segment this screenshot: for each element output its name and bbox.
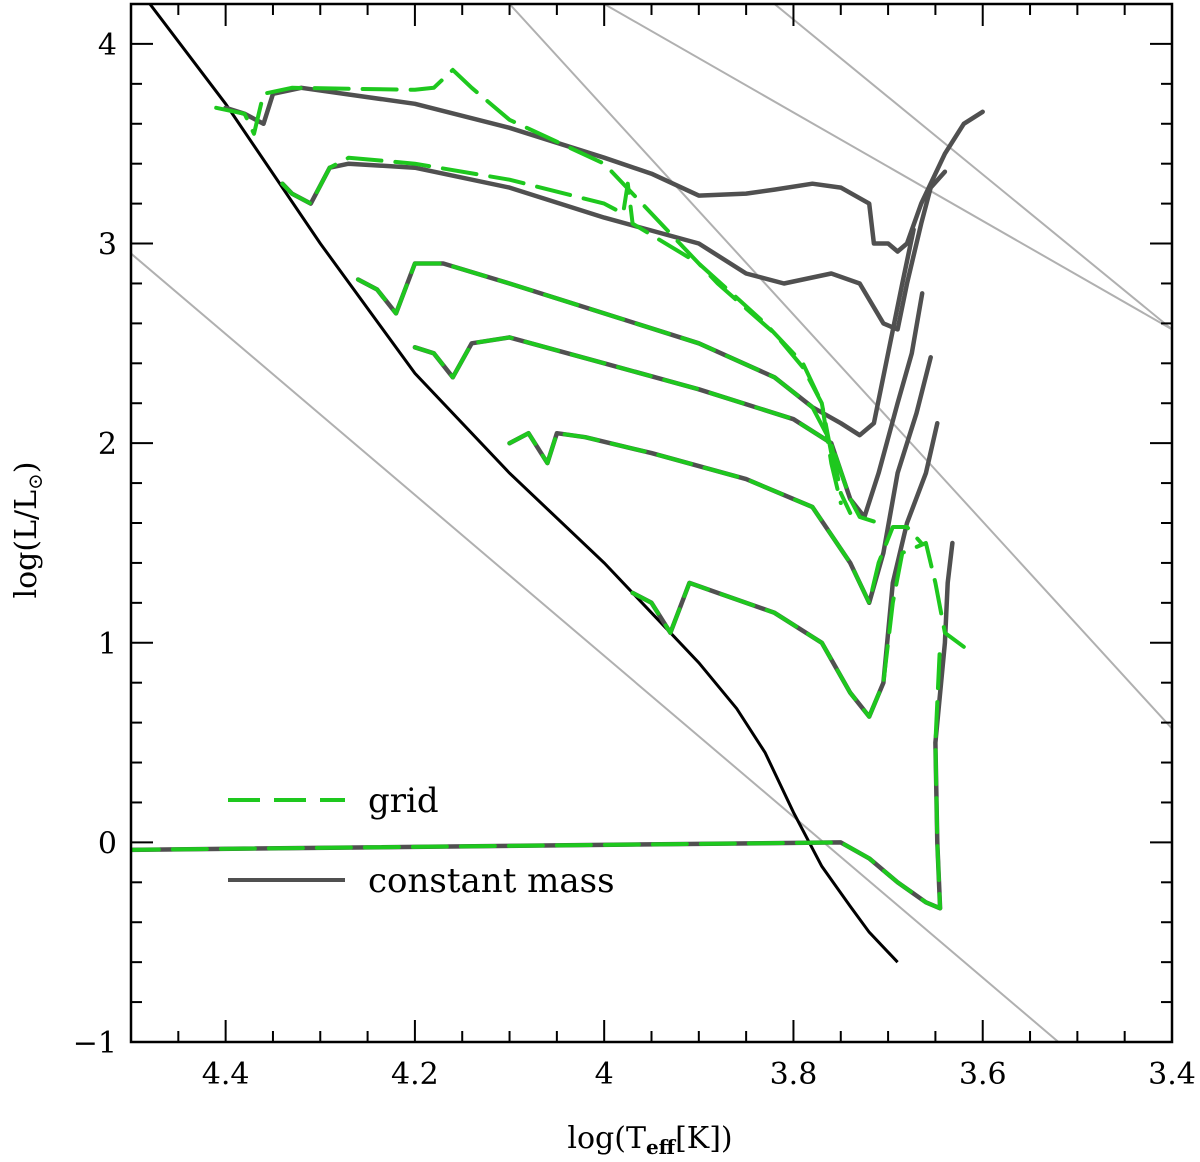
x-tick-label: 3.8 [770,1057,818,1092]
y-axis-title: log(L/L⊙) [9,462,47,599]
constant-mass-track-5 [355,227,916,438]
axis-ticks [130,3,1173,1043]
x-tick-label: 4.4 [202,1057,250,1092]
y-tick-label: 4 [98,28,117,63]
legend-grid-label: grid [368,781,439,821]
constant-mass-track-1 [131,540,955,911]
radius-line-1 [131,252,1060,1042]
constant-mass-track-7 [223,85,985,254]
grid-track-2 [630,541,966,719]
grid-track-3 [507,431,924,605]
grid-track-4 [412,335,881,525]
y-tick-label: 1 [98,627,117,662]
grid-track-7 [214,67,838,476]
x-tick-label: 4.2 [391,1057,439,1092]
constant-mass-tracks [131,85,985,911]
grid-track-6 [280,155,843,505]
radius-lines [131,4,1172,1042]
radius-line-2 [508,4,1172,730]
x-axis-title: log(Teff[K]) [567,1121,732,1159]
x-tick-label: 4 [595,1057,614,1092]
y-tick-label: 2 [98,427,117,462]
y-tick-label: 3 [98,228,117,263]
plot-frame [129,2,1174,1044]
tick-labels: 4.4 4.2 4 3.8 3.6 3.4 −1 0 1 2 3 4 [73,28,1196,1092]
x-tick-label: 3.6 [959,1057,1007,1092]
legend-constant-mass-label: constant mass [368,861,615,901]
grid-track-1 [131,640,943,911]
radius-line-3 [603,4,1172,331]
zams-line [148,4,899,964]
constant-mass-track-2 [630,420,940,719]
legend: grid constant mass [228,781,615,901]
radius-line-4 [773,4,1172,331]
y-tick-label: −1 [73,1026,117,1061]
x-tick-label: 3.4 [1148,1057,1196,1092]
y-tick-label: 0 [98,826,117,861]
zams-curve [148,4,899,964]
grid-track-5 [356,261,853,515]
grid-tracks [131,67,966,911]
